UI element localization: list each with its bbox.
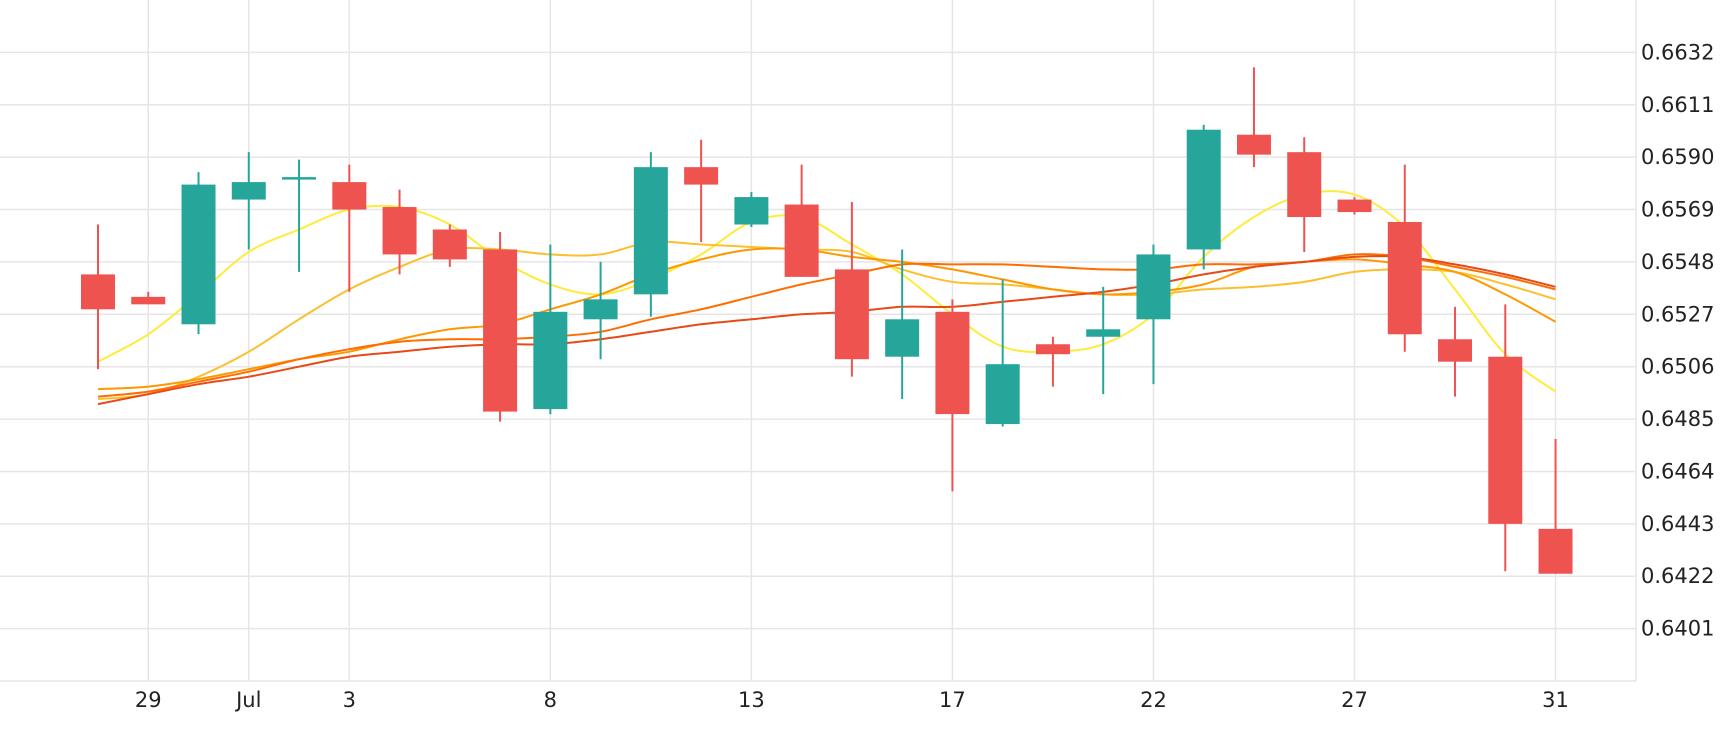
candle (1538, 439, 1573, 574)
candle (1387, 164, 1422, 352)
candle (1438, 306, 1473, 397)
candle-body (684, 167, 719, 185)
candle-body (583, 299, 618, 320)
candle (1136, 244, 1171, 385)
candle (1337, 197, 1372, 215)
x-tick-label: 8 (544, 688, 557, 712)
candle-body (131, 296, 166, 305)
y-tick-label: 0.6590 (1641, 145, 1714, 169)
candle (81, 224, 115, 370)
candle (784, 164, 819, 277)
candle-body (1136, 254, 1171, 320)
candle-body (1538, 528, 1573, 574)
candle (131, 291, 166, 305)
candle-body (483, 249, 518, 412)
candle (1186, 124, 1221, 270)
candle-body (1387, 222, 1422, 335)
candle (1287, 137, 1322, 252)
y-tick-label: 0.6485 (1641, 407, 1714, 431)
candle (834, 202, 869, 377)
candle-body (332, 182, 367, 210)
candle-body (81, 274, 115, 310)
candle (633, 152, 668, 317)
x-tick-label: 17 (939, 688, 966, 712)
candle (483, 231, 518, 422)
candle-body (1287, 152, 1322, 218)
candle (985, 279, 1020, 427)
y-tick-label: 0.6443 (1641, 512, 1714, 536)
moving-average-line-2 (97, 240, 1556, 401)
candle-body (181, 184, 216, 325)
y-tick-label: 0.6464 (1641, 459, 1714, 483)
candle-body (935, 311, 970, 415)
x-tick-label: Jul (234, 688, 261, 712)
candle-body (382, 207, 417, 255)
y-tick-label: 0.6506 (1641, 355, 1714, 379)
candle-body (885, 319, 920, 357)
candle (1488, 304, 1523, 572)
candle-body (834, 269, 869, 360)
candle (885, 249, 920, 400)
candle (282, 159, 317, 272)
y-tick-label: 0.6548 (1641, 250, 1714, 274)
x-axis-labels: 29 Jul 3 8 13 17 22 27 31 (135, 688, 1569, 712)
candle-body (282, 177, 317, 180)
candle-body (1086, 329, 1121, 337)
candle-body (1186, 129, 1221, 250)
y-tick-label: 0.6569 (1641, 198, 1714, 222)
y-tick-label: 0.6401 (1641, 617, 1714, 641)
candle-body (633, 167, 668, 295)
y-tick-label: 0.6527 (1641, 302, 1714, 326)
candles (81, 67, 1573, 574)
x-tick-label: 22 (1140, 688, 1167, 712)
x-tick-label: 29 (135, 688, 162, 712)
candle-body (1236, 134, 1271, 155)
candle (1236, 67, 1271, 168)
candle (181, 172, 216, 335)
candle (935, 299, 970, 492)
candle-body (432, 229, 467, 260)
candle (1086, 286, 1121, 395)
y-tick-label: 0.6611 (1641, 93, 1714, 117)
candle-body (231, 182, 266, 200)
candle-body (1337, 199, 1372, 213)
x-tick-label: 13 (738, 688, 765, 712)
candle (583, 261, 618, 360)
candle-body (734, 197, 769, 225)
x-tick-label: 3 (343, 688, 356, 712)
candle-body (784, 204, 819, 277)
candle (684, 139, 719, 242)
candle (382, 189, 417, 275)
candle-body (533, 311, 568, 410)
y-tick-label: 0.6632 (1641, 40, 1714, 64)
axes (0, 0, 1637, 682)
x-tick-label: 31 (1542, 688, 1569, 712)
moving-average-line-5 (97, 255, 1556, 406)
y-axis-labels: 0.6401 0.6422 0.6443 0.6464 0.6485 0.6506 0.65… (1641, 40, 1714, 640)
candle-body (1438, 339, 1473, 362)
y-tick-label: 0.6422 (1641, 564, 1714, 588)
candle (231, 152, 266, 250)
candle (432, 224, 467, 267)
candle (332, 164, 367, 292)
candle (533, 244, 568, 415)
candle (734, 192, 769, 227)
candle-body (985, 364, 1020, 425)
candle-body (1488, 356, 1523, 524)
candle-body (1035, 344, 1070, 355)
candle (1035, 336, 1070, 387)
x-tick-label: 27 (1341, 688, 1368, 712)
moving-average-lines (97, 190, 1557, 406)
